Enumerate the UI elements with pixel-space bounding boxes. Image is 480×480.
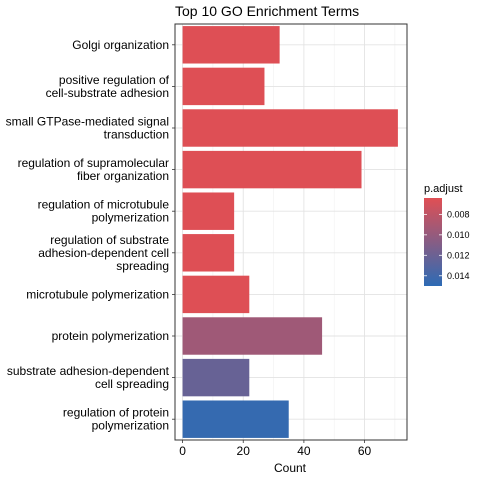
category-label: regulation of microtubule polymerization: [38, 198, 170, 225]
category-label: microtubule polymerization: [26, 287, 169, 301]
category-label-line: adhesion-dependent cell: [38, 246, 169, 260]
category-label-line: polymerization: [92, 211, 169, 225]
x-tick-label: 40: [297, 444, 311, 458]
legend-tick-label: 0.010: [447, 230, 470, 240]
category-label-line: regulation of microtubule: [38, 198, 170, 212]
category-label-line: cell-substrate adhesion: [46, 86, 169, 100]
x-axis-ticks: 0 20 40 60: [179, 440, 372, 458]
bar: [182, 26, 280, 64]
x-tick-label: 20: [237, 444, 251, 458]
category-label-line: microtubule polymerization: [26, 287, 169, 301]
legend-title: p.adjust: [424, 183, 463, 195]
category-labels: Golgi organization positive regulation of…: [6, 38, 175, 433]
category-label: substrate adhesion-dependent cell spreadi…: [7, 364, 170, 391]
chart-title: Top 10 GO Enrichment Terms: [175, 3, 359, 19]
legend-tick-label: 0.012: [447, 250, 470, 260]
legend-tick-label: 0.008: [447, 209, 470, 219]
x-tick-label: 60: [358, 444, 372, 458]
category-label: regulation of supramolecular fiber organi…: [18, 156, 169, 183]
category-label: small GTPase-mediated signal transduction: [6, 115, 169, 142]
legend: p.adjust 0.008 0.010 0.012 0.014: [424, 183, 470, 286]
x-tick-label: 0: [179, 444, 186, 458]
category-label-line: transduction: [104, 128, 169, 142]
x-axis-title: Count: [274, 461, 307, 475]
legend-tick-label: 0.014: [447, 271, 470, 281]
category-label-line: protein polymerization: [52, 329, 169, 343]
category-label-line: fiber organization: [77, 169, 169, 183]
bars: [174, 23, 408, 441]
category-label-line: polymerization: [92, 419, 169, 433]
bar: [182, 275, 250, 314]
category-label-line: regulation of protein: [63, 406, 169, 420]
category-label-line: regulation of supramolecular: [18, 156, 169, 170]
category-label-line: cell spreading: [95, 377, 169, 391]
category-label: protein polymerization: [52, 329, 169, 343]
category-label-line: spreading: [116, 259, 169, 273]
bar: [182, 109, 398, 147]
category-label: regulation of substrate adhesion-dependen…: [38, 233, 169, 273]
category-label: positive regulation of cell-substrate adh…: [46, 73, 170, 100]
bar: [182, 67, 265, 106]
legend-colorbar: [424, 198, 442, 286]
bar: [182, 150, 362, 189]
category-label: Golgi organization: [72, 38, 169, 52]
bar: [182, 192, 235, 230]
bar: [182, 317, 323, 355]
bar: [182, 358, 250, 397]
panel-border: [174, 23, 408, 441]
category-label: regulation of protein polymerization: [63, 406, 169, 433]
category-label-line: substrate adhesion-dependent: [7, 364, 170, 378]
category-label-line: small GTPase-mediated signal: [6, 115, 169, 129]
category-label-line: Golgi organization: [72, 38, 169, 52]
category-label-line: positive regulation of: [59, 73, 170, 87]
bar: [182, 234, 235, 272]
category-label-line: regulation of substrate: [50, 233, 169, 247]
bar: [182, 400, 289, 438]
